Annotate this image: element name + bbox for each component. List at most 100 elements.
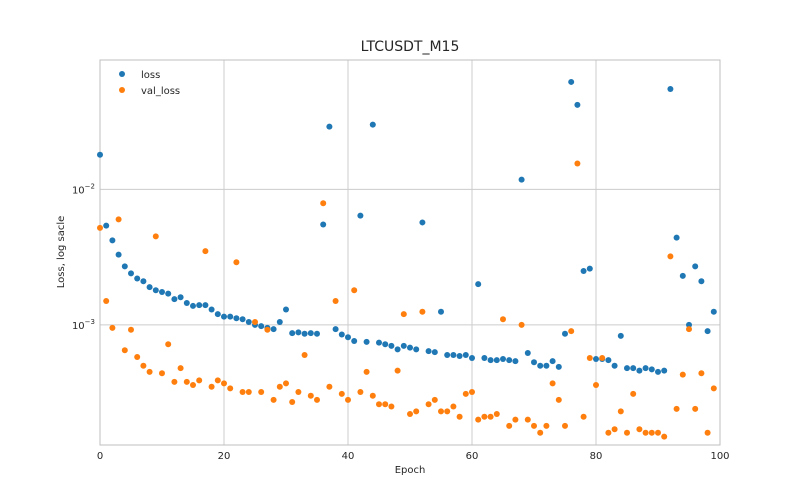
y-tick-exponent: −3 [85, 318, 95, 326]
loss-point [121, 263, 128, 270]
loss-point [692, 263, 699, 270]
val-loss-point [500, 316, 506, 323]
loss-point [202, 302, 209, 309]
val-loss-point [462, 390, 469, 397]
loss-point [196, 302, 203, 309]
val-loss-point [655, 429, 661, 436]
val-loss-point [289, 398, 296, 405]
loss-point [642, 365, 649, 372]
loss-point [431, 349, 438, 356]
val-loss-point [301, 351, 308, 358]
y-tick-label: 10−2 [72, 182, 95, 196]
val-loss-point [270, 396, 277, 403]
val-loss-point [97, 224, 103, 231]
legend: loss val_loss [119, 70, 180, 97]
val-loss-point [183, 378, 190, 385]
val-loss-point [431, 396, 438, 403]
loss-point [580, 267, 587, 274]
val-loss-point [140, 362, 147, 369]
val-loss-point [338, 390, 345, 397]
val-loss-point [574, 160, 581, 167]
loss-point [307, 330, 314, 337]
val-loss-point [295, 388, 302, 395]
val-loss-point [363, 368, 370, 375]
val-loss-point [233, 259, 240, 266]
loss-point [345, 334, 351, 341]
val-loss-point [320, 200, 327, 207]
y-axis-ticks: 10−210−3 [72, 182, 95, 332]
val-loss-point [264, 326, 271, 333]
val-loss-point [692, 405, 699, 412]
val-loss-point [487, 413, 494, 420]
legend-marker [119, 71, 125, 77]
x-tick-label: 20 [218, 451, 231, 462]
loss-point [630, 365, 637, 372]
val-loss-point [134, 353, 141, 360]
loss-point [661, 367, 668, 374]
loss-point [326, 123, 333, 130]
loss-point [363, 338, 370, 345]
val-loss-point [258, 388, 265, 395]
loss-point [462, 351, 469, 358]
loss-point [624, 365, 630, 372]
val-loss-point [283, 380, 289, 387]
loss-point [611, 362, 618, 369]
val-loss-point [351, 287, 358, 294]
loss-point [208, 306, 215, 313]
loss-point [214, 311, 221, 318]
loss-point [276, 319, 283, 326]
val-loss-point [419, 308, 426, 315]
loss-point [165, 290, 172, 297]
val-loss-point [177, 365, 184, 372]
val-loss-point [444, 408, 451, 415]
x-tick-label: 100 [710, 451, 729, 462]
loss-point [636, 367, 643, 374]
loss-point [270, 326, 277, 333]
val-loss-point [190, 382, 196, 389]
val-loss-point [580, 413, 587, 420]
loss-point [648, 366, 655, 373]
loss-point [159, 288, 165, 295]
loss-point [388, 342, 395, 349]
val-loss-point [475, 416, 482, 423]
val-loss-point [196, 377, 203, 384]
y-tick-exponent: −2 [85, 182, 95, 190]
loss-point [97, 151, 103, 158]
loss-point [487, 357, 494, 364]
val-loss-point [121, 347, 128, 354]
loss-point [140, 278, 147, 285]
legend-label: val_loss [141, 86, 180, 97]
loss-point [413, 346, 420, 353]
val-loss-point [630, 390, 637, 397]
loss-point [655, 368, 661, 375]
val-loss-point [115, 216, 122, 223]
loss-point [103, 222, 110, 229]
val-loss-point [493, 411, 500, 418]
x-axis-label: Epoch [395, 465, 426, 476]
val-loss-point [469, 388, 475, 395]
loss-point [239, 316, 246, 323]
loss-point [469, 354, 475, 361]
loss-point [667, 85, 674, 92]
val-loss-point [146, 368, 153, 375]
loss-point [704, 328, 711, 335]
val-loss-point [407, 411, 413, 418]
val-loss-point [413, 408, 420, 415]
loss-point [407, 344, 413, 351]
val-loss-point [202, 248, 209, 255]
val-loss-point [524, 416, 531, 423]
val-loss-point [388, 403, 395, 410]
val-loss-point [369, 392, 376, 399]
loss-point [369, 121, 376, 128]
val-loss-point [555, 396, 562, 403]
val-loss-point [636, 426, 643, 433]
val-loss-point [599, 354, 606, 361]
val-loss-point [537, 429, 544, 436]
val-loss-point [518, 321, 525, 328]
val-loss-point [227, 385, 234, 392]
loss-point [698, 278, 705, 285]
loss-point [233, 315, 240, 322]
loss-point [394, 346, 401, 353]
val-loss-point [276, 383, 283, 390]
